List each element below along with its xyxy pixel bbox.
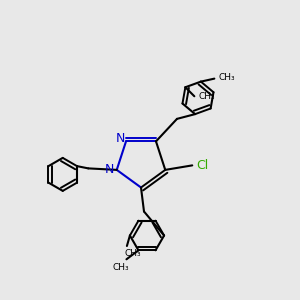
- Text: CH₃: CH₃: [199, 92, 215, 101]
- Text: CH₃: CH₃: [113, 263, 129, 272]
- Text: Cl: Cl: [196, 159, 208, 172]
- Text: CH₃: CH₃: [124, 249, 141, 258]
- Text: N: N: [115, 133, 125, 146]
- Text: CH₃: CH₃: [219, 73, 236, 82]
- Text: N: N: [105, 164, 114, 176]
